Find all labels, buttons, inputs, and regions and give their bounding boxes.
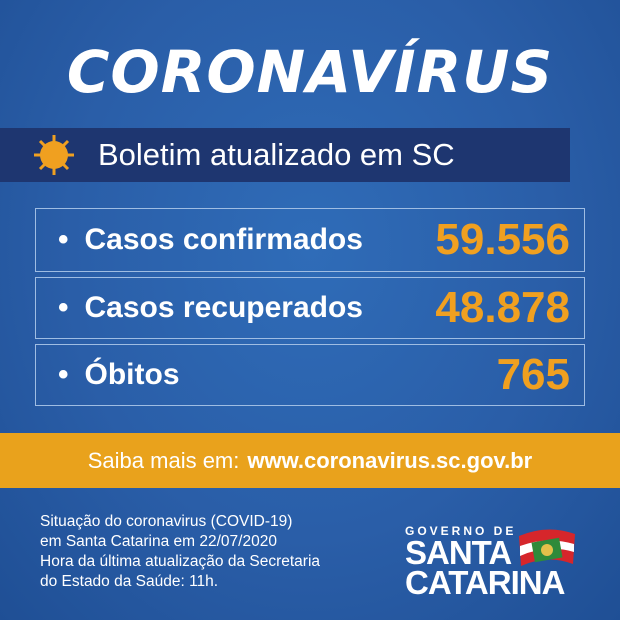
- stat-label: Casos confirmados: [58, 223, 363, 257]
- footer-line: do Estado da Saúde: 11h.: [40, 573, 219, 590]
- logo-line: CATARINA: [405, 564, 565, 601]
- logo-line: SANTA: [405, 534, 512, 571]
- stat-value: 48.878: [435, 283, 570, 332]
- stat-deaths: Óbitos 765: [35, 344, 585, 406]
- stat-value: 765: [496, 350, 570, 399]
- stat-confirmed: Casos confirmados 59.556: [35, 208, 585, 272]
- footer-note: Situação do coronavirus (COVID-19) em Sa…: [40, 512, 320, 592]
- footer-line: Situação do coronavirus (COVID-19): [40, 513, 293, 530]
- more-info-bar: Saiba mais em: www.coronavirus.sc.gov.br: [0, 433, 620, 488]
- virus-icon: [34, 135, 74, 175]
- government-logo: GOVERNO DE SANTA CATARINA: [405, 524, 585, 599]
- more-prefix: Saiba mais em:: [87, 447, 240, 473]
- logo-line: GOVERNO DE: [405, 524, 517, 538]
- stat-label: Óbitos: [58, 358, 180, 392]
- footer-line: em Santa Catarina em 22/07/2020: [40, 533, 277, 550]
- flag-icon: [519, 529, 575, 566]
- bulletin-banner: Boletim atualizado em SC: [0, 128, 570, 182]
- website-link[interactable]: www.coronavirus.sc.gov.br: [247, 447, 533, 473]
- page-title: CORONAVÍRUS: [66, 38, 554, 106]
- stat-value: 59.556: [435, 215, 570, 264]
- banner-text: Boletim atualizado em SC: [98, 137, 455, 172]
- stat-label: Casos recuperados: [58, 291, 363, 325]
- footer-line: Hora da última atualização da Secretaria: [40, 553, 321, 570]
- stat-recovered: Casos recuperados 48.878: [35, 277, 585, 339]
